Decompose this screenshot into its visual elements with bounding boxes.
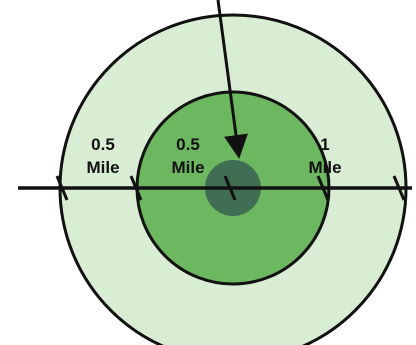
arrow [216,0,248,159]
tick-center [223,175,237,201]
label-left-outer-bottom: Mile [86,158,119,177]
tick-left-outer [55,175,69,201]
label-left-outer-top: 0.5 [91,135,115,154]
tick-left-inner [129,175,143,201]
tick-right [316,175,330,201]
tick-right-outer [392,175,406,201]
label-right-bottom: Mile [308,158,341,177]
label-left-inner-bottom: Mile [171,158,204,177]
label-left-inner-top: 0.5 [176,135,200,154]
label-right-top: 1 [320,135,329,154]
